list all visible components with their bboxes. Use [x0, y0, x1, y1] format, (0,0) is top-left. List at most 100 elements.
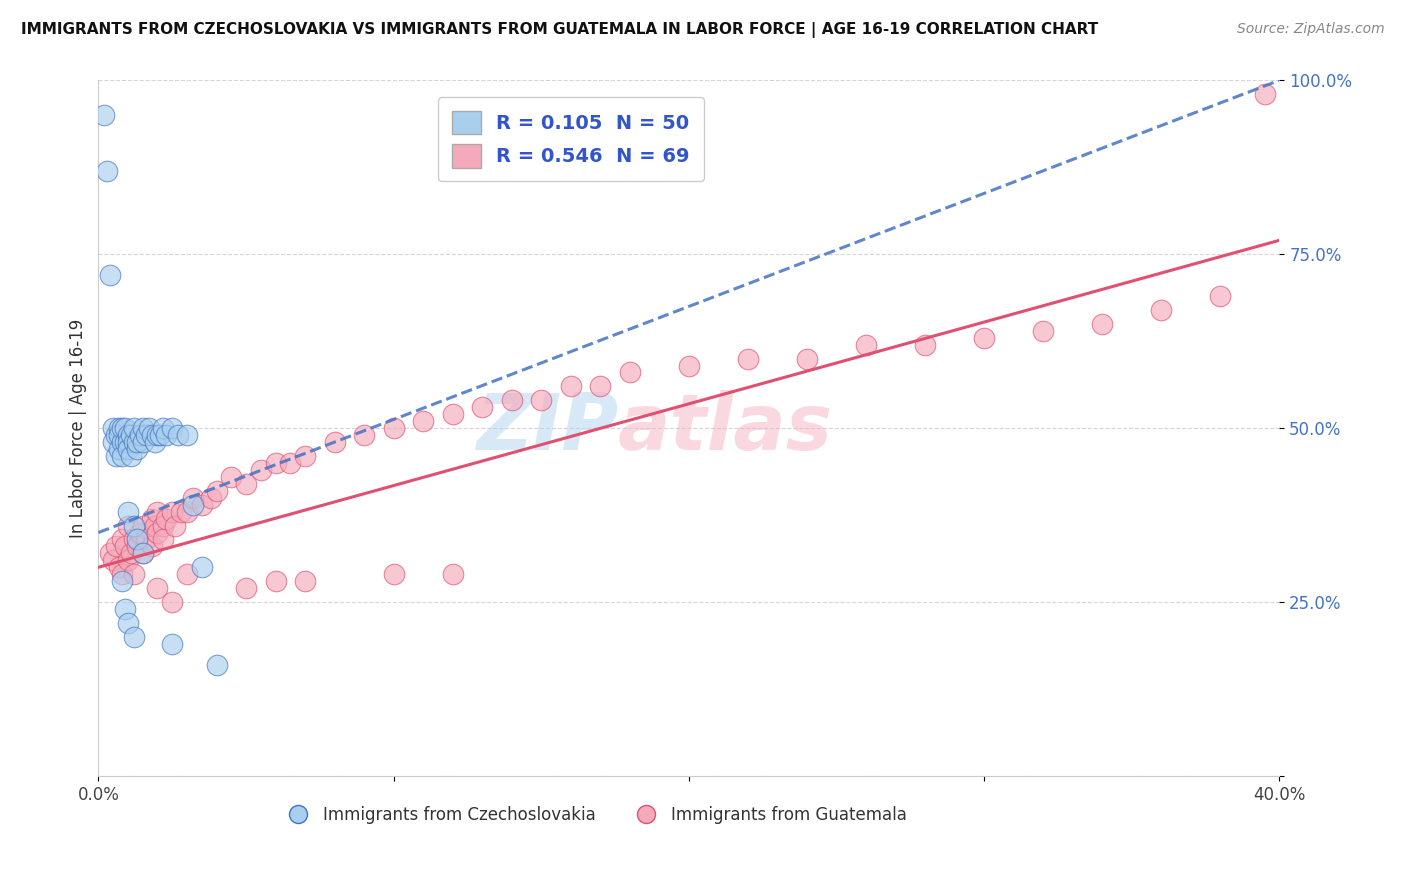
Point — [122, 567, 145, 582]
Point — [737, 351, 759, 366]
Point — [141, 511, 163, 525]
Point — [117, 518, 139, 533]
Point — [323, 435, 346, 450]
Point — [114, 421, 136, 435]
Point — [155, 511, 177, 525]
Point — [441, 567, 464, 582]
Point — [122, 630, 145, 644]
Point — [181, 491, 204, 505]
Point — [103, 553, 125, 567]
Point — [117, 505, 139, 519]
Point — [382, 421, 405, 435]
Point — [294, 449, 316, 463]
Point — [353, 428, 375, 442]
Legend: Immigrants from Czechoslovakia, Immigrants from Guatemala: Immigrants from Czechoslovakia, Immigran… — [276, 799, 914, 830]
Point — [117, 553, 139, 567]
Point — [132, 546, 155, 560]
Point — [117, 615, 139, 630]
Point — [108, 560, 131, 574]
Point — [205, 657, 228, 672]
Point — [412, 414, 434, 428]
Point — [294, 574, 316, 589]
Point — [96, 163, 118, 178]
Point — [98, 268, 121, 282]
Point — [120, 449, 142, 463]
Point — [132, 518, 155, 533]
Point — [382, 567, 405, 582]
Point — [264, 574, 287, 589]
Point — [152, 421, 174, 435]
Point — [128, 525, 150, 540]
Point — [103, 435, 125, 450]
Point — [162, 595, 183, 609]
Point — [114, 435, 136, 450]
Point — [128, 428, 150, 442]
Point — [141, 540, 163, 554]
Point — [125, 442, 148, 456]
Point — [176, 567, 198, 582]
Point — [103, 421, 125, 435]
Point — [914, 337, 936, 351]
Point — [111, 567, 134, 582]
Point — [176, 505, 198, 519]
Point — [235, 581, 257, 595]
Point — [108, 442, 131, 456]
Point — [1150, 302, 1173, 317]
Point — [678, 359, 700, 373]
Point — [146, 581, 169, 595]
Point — [1209, 289, 1232, 303]
Point — [135, 428, 157, 442]
Point — [280, 456, 302, 470]
Text: Source: ZipAtlas.com: Source: ZipAtlas.com — [1237, 22, 1385, 37]
Point — [125, 540, 148, 554]
Point — [1091, 317, 1114, 331]
Point — [471, 401, 494, 415]
Point — [93, 108, 115, 122]
Text: IMMIGRANTS FROM CZECHOSLOVAKIA VS IMMIGRANTS FROM GUATEMALA IN LABOR FORCE | AGE: IMMIGRANTS FROM CZECHOSLOVAKIA VS IMMIGR… — [21, 22, 1098, 38]
Point — [117, 428, 139, 442]
Point — [441, 407, 464, 421]
Point — [152, 533, 174, 547]
Point — [138, 421, 160, 435]
Text: ZIP: ZIP — [475, 390, 619, 467]
Point — [162, 505, 183, 519]
Point — [155, 428, 177, 442]
Point — [120, 428, 142, 442]
Point — [125, 435, 148, 450]
Point — [146, 525, 169, 540]
Point — [122, 435, 145, 450]
Point — [191, 560, 214, 574]
Point — [167, 428, 190, 442]
Point — [117, 435, 139, 450]
Point — [191, 498, 214, 512]
Point — [1032, 324, 1054, 338]
Point — [264, 456, 287, 470]
Point — [111, 574, 134, 589]
Point — [141, 428, 163, 442]
Point — [146, 505, 169, 519]
Point — [108, 428, 131, 442]
Point — [589, 379, 612, 393]
Point — [796, 351, 818, 366]
Point — [143, 435, 166, 450]
Point — [98, 546, 121, 560]
Point — [221, 470, 243, 484]
Point — [111, 421, 134, 435]
Point — [111, 435, 134, 450]
Point — [132, 435, 155, 450]
Point — [105, 428, 128, 442]
Point — [152, 518, 174, 533]
Point — [105, 540, 128, 554]
Point — [111, 449, 134, 463]
Point — [973, 331, 995, 345]
Point — [105, 449, 128, 463]
Point — [165, 518, 187, 533]
Point — [530, 393, 553, 408]
Point — [111, 533, 134, 547]
Point — [122, 533, 145, 547]
Point — [170, 505, 193, 519]
Point — [162, 421, 183, 435]
Point — [149, 428, 172, 442]
Point — [200, 491, 222, 505]
Point — [122, 518, 145, 533]
